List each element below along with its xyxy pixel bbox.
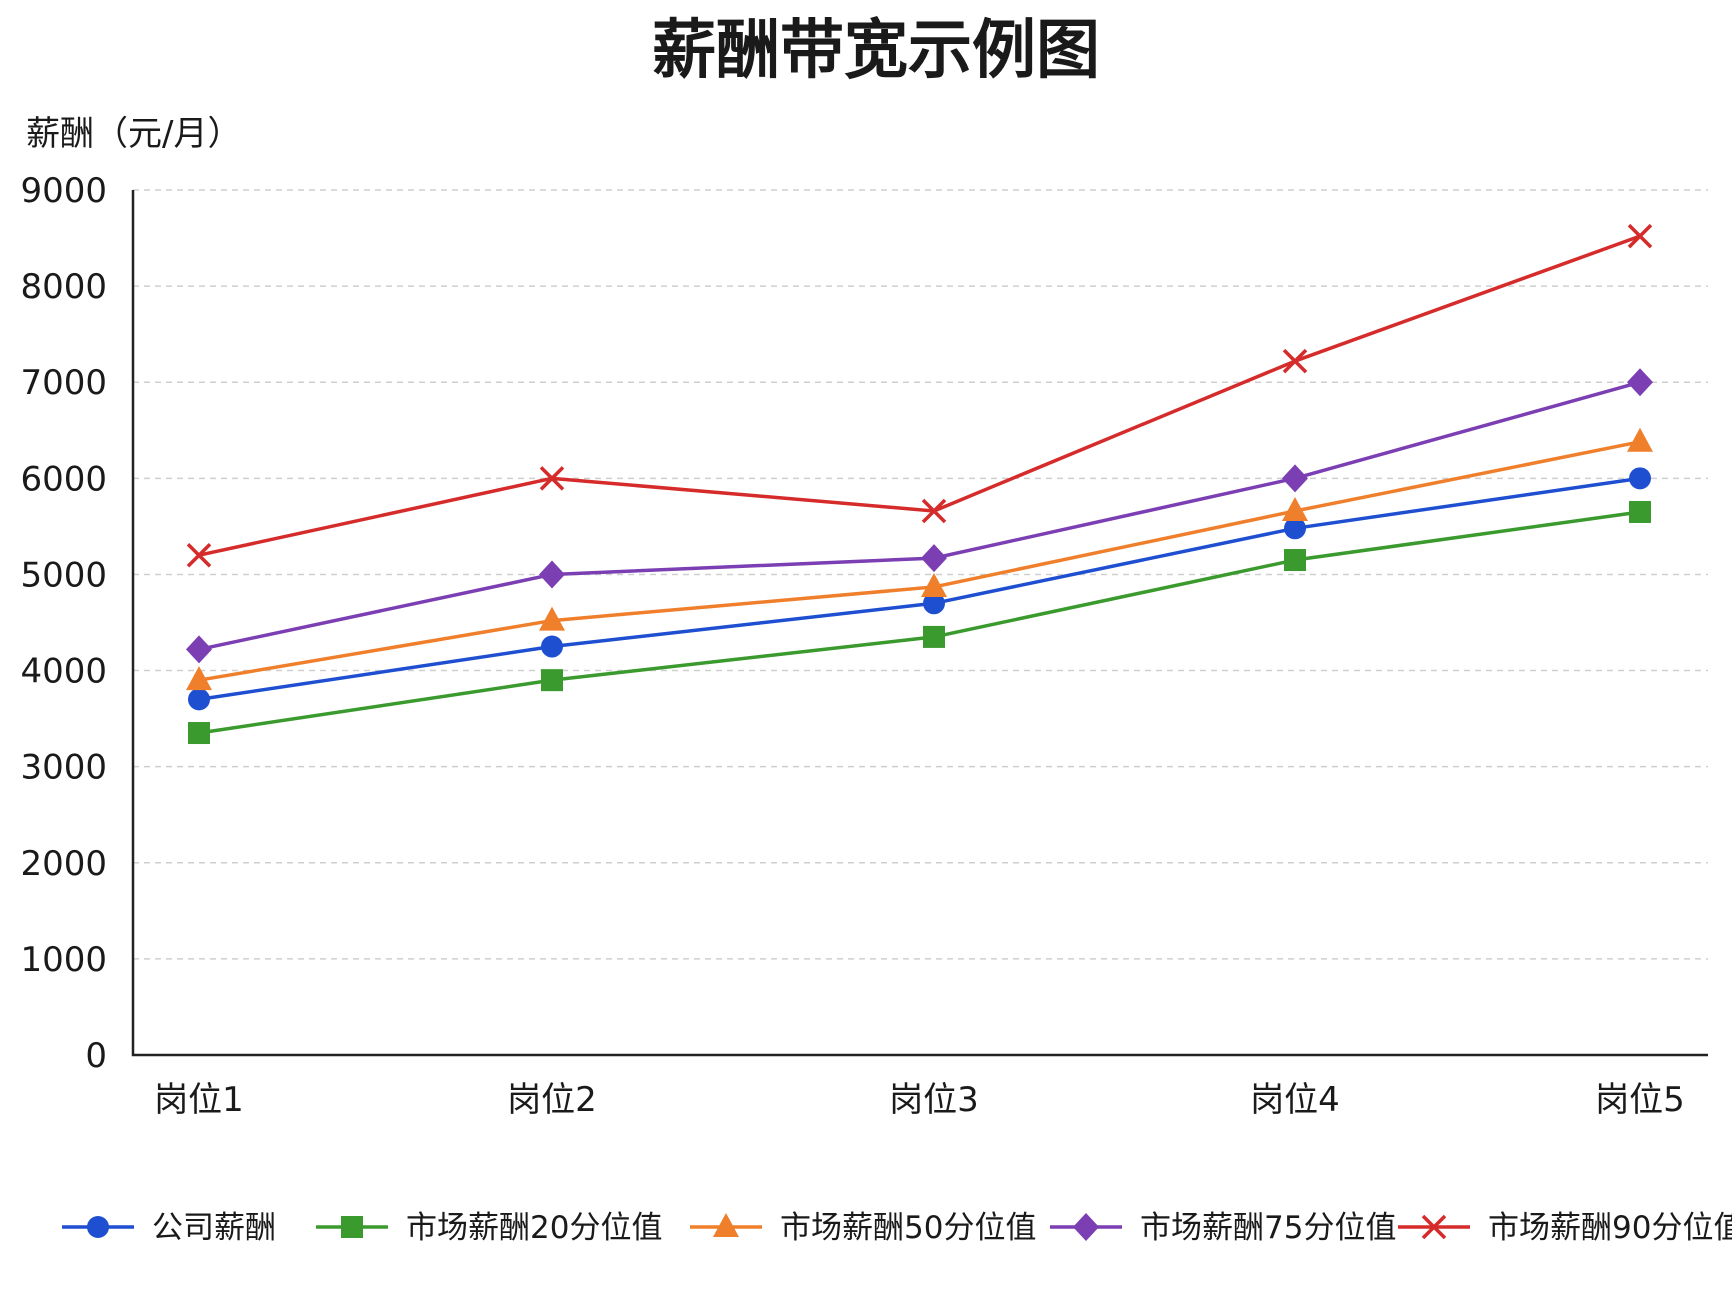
data-point bbox=[921, 498, 947, 524]
x-axis-ticks: 岗位1 岗位2 岗位3 岗位4 岗位5 bbox=[154, 1080, 1685, 1120]
legend-marker bbox=[87, 1216, 109, 1238]
y-tick-label: 6000 bbox=[20, 459, 107, 499]
legend-marker bbox=[341, 1216, 363, 1238]
data-point bbox=[188, 722, 210, 745]
legend-marker bbox=[713, 1213, 739, 1237]
data-point bbox=[1627, 427, 1653, 452]
data-point bbox=[1627, 368, 1653, 397]
data-point bbox=[1282, 464, 1308, 493]
legend-item: 市场薪酬20分位值 bbox=[316, 1210, 662, 1246]
series-2 bbox=[188, 500, 1651, 745]
axis-lines bbox=[131, 190, 1708, 1057]
legend-item: 公司薪酬 bbox=[62, 1210, 276, 1246]
y-tick-label: 0 bbox=[85, 1036, 107, 1076]
data-point bbox=[186, 666, 212, 691]
x-tick-label: 岗位4 bbox=[1250, 1080, 1340, 1120]
legend-label: 市场薪酬75分位值 bbox=[1140, 1210, 1396, 1246]
series-line bbox=[198, 440, 1641, 682]
data-point bbox=[539, 560, 565, 589]
data-point bbox=[921, 572, 947, 597]
legend-marker bbox=[1421, 1214, 1447, 1240]
x-tick-label: 岗位3 bbox=[889, 1080, 979, 1120]
series-line bbox=[198, 380, 1641, 652]
legend-item: 市场薪酬75分位值 bbox=[1050, 1210, 1396, 1246]
x-tick-label: 岗位5 bbox=[1595, 1080, 1685, 1120]
legend-marker bbox=[1073, 1213, 1099, 1241]
legend-label: 市场薪酬20分位值 bbox=[406, 1210, 662, 1246]
y-axis-label: 薪酬（元/月） bbox=[26, 114, 241, 154]
y-tick-label: 3000 bbox=[20, 748, 107, 788]
x-tick-label: 岗位2 bbox=[507, 1080, 597, 1120]
data-point bbox=[186, 542, 212, 568]
series-5 bbox=[186, 223, 1653, 568]
data-point bbox=[1282, 497, 1308, 522]
series-1 bbox=[188, 467, 1651, 711]
chart-title: 薪酬带宽示例图 bbox=[652, 14, 1100, 88]
y-tick-label: 9000 bbox=[20, 171, 107, 211]
data-point bbox=[1629, 500, 1651, 523]
series-line bbox=[198, 510, 1641, 735]
y-tick-label: 7000 bbox=[20, 363, 107, 403]
series-line bbox=[198, 234, 1641, 557]
legend: 公司薪酬 市场薪酬20分位值 市场薪酬50分位值 市场薪酬75分位值 市场薪酬90分位值 bbox=[62, 1210, 1732, 1246]
data-point bbox=[921, 544, 947, 573]
data-point bbox=[1284, 517, 1306, 540]
legend-label: 市场薪酬90分位值 bbox=[1488, 1210, 1732, 1246]
y-axis-ticks: 0 1000 2000 3000 4000 5000 6000 7000 8000 9000 bbox=[20, 171, 107, 1076]
legend-item: 市场薪酬90分位值 bbox=[1398, 1210, 1732, 1246]
data-point bbox=[188, 688, 210, 711]
series-layer bbox=[186, 223, 1653, 745]
y-tick-label: 4000 bbox=[20, 652, 107, 692]
data-point bbox=[923, 625, 945, 648]
data-point bbox=[923, 592, 945, 615]
axes bbox=[131, 190, 1708, 1057]
y-tick-label: 8000 bbox=[20, 267, 107, 307]
data-point bbox=[541, 635, 563, 658]
series-3 bbox=[186, 427, 1653, 691]
data-point bbox=[1284, 549, 1306, 572]
grid-lines bbox=[133, 189, 1708, 960]
data-point bbox=[186, 635, 212, 664]
data-point bbox=[539, 606, 565, 631]
data-point bbox=[1627, 223, 1653, 249]
y-tick-label: 1000 bbox=[20, 940, 107, 980]
legend-label: 市场薪酬50分位值 bbox=[780, 1210, 1036, 1246]
series-4 bbox=[186, 368, 1653, 664]
legend-item: 市场薪酬50分位值 bbox=[690, 1210, 1036, 1246]
data-point bbox=[539, 466, 565, 491]
legend-label: 公司薪酬 bbox=[152, 1210, 276, 1246]
y-tick-label: 2000 bbox=[20, 844, 107, 884]
data-point bbox=[1282, 348, 1308, 374]
y-tick-label: 5000 bbox=[20, 555, 107, 595]
x-tick-label: 岗位1 bbox=[154, 1080, 244, 1120]
data-point bbox=[1629, 467, 1651, 490]
data-point bbox=[541, 669, 563, 692]
